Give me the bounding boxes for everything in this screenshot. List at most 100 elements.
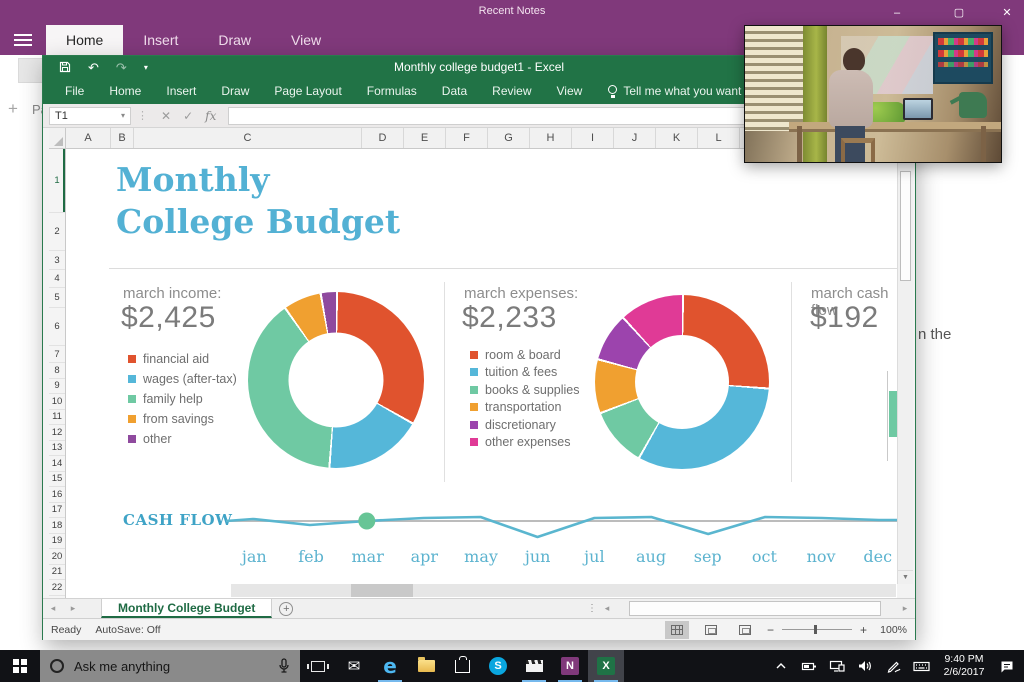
zoom-out-icon[interactable]: − <box>766 622 774 637</box>
minimize-icon[interactable]: – <box>893 6 901 19</box>
zoom-slider[interactable] <box>781 625 852 634</box>
close-icon[interactable]: ✕ <box>1002 7 1012 19</box>
row-header[interactable]: 16 <box>49 487 65 503</box>
qat-dropdown-icon[interactable]: ▾ <box>143 62 148 72</box>
insert-function-icon[interactable]: fx <box>205 108 217 123</box>
column-header[interactable]: A <box>66 128 111 148</box>
ribbon-tab[interactable]: Data <box>441 84 468 98</box>
cancel-icon[interactable]: ✕ <box>161 108 172 123</box>
new-sheet-button[interactable]: + <box>272 599 300 618</box>
horizontal-scrollbar[interactable] <box>231 584 896 597</box>
undo-icon[interactable]: ↶ <box>88 59 99 75</box>
row-header[interactable]: 7 <box>49 346 65 363</box>
tab-splitter-icon[interactable]: ⋮ <box>587 603 597 614</box>
row-header[interactable]: 19 <box>49 534 65 549</box>
taskbar-file-explorer[interactable] <box>408 650 444 682</box>
hamburger-menu-icon[interactable] <box>0 25 46 55</box>
column-header[interactable]: I <box>572 128 614 148</box>
worksheet-canvas[interactable]: Monthly College Budget march income: $2,… <box>66 149 897 598</box>
row-header[interactable]: 1 <box>49 149 65 213</box>
normal-view-button[interactable] <box>664 620 689 639</box>
display-network-icon[interactable] <box>824 650 850 682</box>
column-header[interactable]: B <box>111 128 134 148</box>
zoom-slider-thumb[interactable] <box>813 625 817 634</box>
vertical-scrollbar[interactable]: ▼ <box>897 149 913 584</box>
taskbar-onenote[interactable]: N <box>552 650 588 682</box>
sheet-horizontal-scrollbar[interactable] <box>621 601 893 616</box>
row-header[interactable]: 21 <box>49 565 65 580</box>
onenote-tab[interactable]: View <box>291 32 322 48</box>
column-header[interactable]: H <box>530 128 572 148</box>
ribbon-tab[interactable]: Insert <box>166 84 197 98</box>
vertical-scrollbar-thumb[interactable] <box>900 171 911 281</box>
row-header[interactable]: 11 <box>49 410 65 425</box>
taskbar-mail[interactable]: ✉ <box>336 650 372 682</box>
hscroll-right-icon[interactable]: ▸ <box>902 603 908 613</box>
column-header[interactable]: K <box>656 128 698 148</box>
select-all-corner[interactable] <box>49 128 66 148</box>
battery-icon[interactable] <box>796 650 822 682</box>
column-header[interactable]: G <box>488 128 530 148</box>
column-header[interactable]: F <box>446 128 488 148</box>
taskbar-store[interactable] <box>444 650 480 682</box>
row-header[interactable]: 22 <box>49 580 65 596</box>
column-header[interactable]: E <box>404 128 446 148</box>
row-header[interactable]: 20 <box>49 549 65 565</box>
cortana-search-box[interactable]: Ask me anything <box>40 650 300 682</box>
row-header[interactable]: 2 <box>49 213 65 251</box>
onenote-tab[interactable]: Insert <box>143 32 179 48</box>
taskbar-movies-tv[interactable] <box>516 650 552 682</box>
row-header[interactable]: 4 <box>49 270 65 288</box>
volume-icon[interactable] <box>852 650 878 682</box>
row-header[interactable]: 13 <box>49 441 65 456</box>
sheet-hscroll-thumb[interactable] <box>629 601 881 616</box>
row-header[interactable]: 3 <box>49 251 65 270</box>
ribbon-tab[interactable]: Review <box>492 84 532 98</box>
row-header[interactable]: 9 <box>49 379 65 394</box>
row-header[interactable]: 12 <box>49 425 65 441</box>
ribbon-tab[interactable]: Home <box>109 84 142 98</box>
ribbon-tab[interactable]: File <box>65 84 85 98</box>
enter-icon[interactable]: ✓ <box>183 108 194 123</box>
row-header[interactable]: 15 <box>49 472 65 487</box>
row-header[interactable]: 10 <box>49 394 65 410</box>
taskbar-excel[interactable]: X <box>588 650 624 682</box>
start-button[interactable] <box>0 650 40 682</box>
tell-me-box[interactable]: Tell me what you want to do <box>607 84 771 98</box>
horizontal-scrollbar-thumb[interactable] <box>351 584 413 597</box>
row-header[interactable]: 14 <box>49 456 65 472</box>
hscroll-left-icon[interactable]: ◂ <box>604 603 610 613</box>
ribbon-tab[interactable]: View <box>556 84 583 98</box>
task-view-button[interactable] <box>300 650 336 682</box>
touch-keyboard-icon[interactable] <box>908 650 934 682</box>
page-break-view-button[interactable] <box>733 621 757 639</box>
row-header[interactable]: 5 <box>49 288 65 308</box>
action-center-icon[interactable] <box>994 650 1020 682</box>
column-header[interactable]: J <box>614 128 656 148</box>
zoom-level[interactable]: 100% <box>880 623 907 636</box>
row-header[interactable]: 17 <box>49 503 65 518</box>
column-header[interactable]: L <box>698 128 740 148</box>
maximize-icon[interactable]: ▢ <box>953 7 965 19</box>
row-header[interactable]: 23 <box>49 596 65 598</box>
redo-icon[interactable]: ↷ <box>115 59 127 75</box>
onenote-tab[interactable]: Draw <box>218 32 252 48</box>
name-box[interactable]: T1 ▾ <box>49 106 131 125</box>
ribbon-tab[interactable]: Page Layout <box>274 84 342 98</box>
column-header[interactable]: C <box>134 128 362 148</box>
sheet-tab-active[interactable]: Monthly College Budget <box>101 599 273 618</box>
windows-ink-icon[interactable] <box>880 650 906 682</box>
video-player-window[interactable] <box>744 25 1002 163</box>
scroll-down-icon[interactable]: ▼ <box>898 570 913 584</box>
ribbon-tab[interactable]: Draw <box>221 84 250 98</box>
zoom-in-icon[interactable]: + <box>859 622 867 637</box>
row-header[interactable]: 18 <box>49 518 65 534</box>
sheet-nav-right-icon[interactable]: ▸ <box>70 603 76 613</box>
taskbar-edge[interactable]: e <box>372 650 408 682</box>
tray-chevron-up-icon[interactable] <box>768 650 794 682</box>
save-icon[interactable] <box>59 61 71 73</box>
column-header[interactable]: D <box>362 128 404 148</box>
taskbar-skype[interactable]: S <box>480 650 516 682</box>
microphone-icon[interactable] <box>278 658 290 674</box>
page-layout-view-button[interactable] <box>699 621 723 639</box>
